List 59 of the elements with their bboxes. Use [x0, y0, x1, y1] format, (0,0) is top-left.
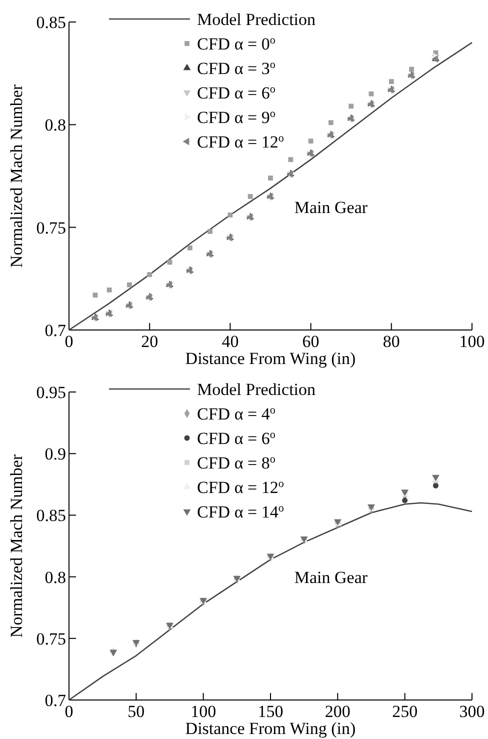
y-tick-label: 0.9 [44, 444, 66, 464]
y-tick-label: 0.7 [44, 321, 66, 340]
point [106, 288, 112, 292]
x-tick-label: 150 [258, 702, 284, 721]
y-tick-label: 0.85 [36, 506, 66, 526]
point [268, 176, 273, 181]
legend-label: Model Prediction [197, 380, 316, 399]
y-tick-label: 0.75 [36, 629, 66, 648]
x-tick-label: 60 [302, 332, 320, 351]
legend-label: Model Prediction [197, 10, 316, 29]
x-tick-label: 50 [128, 702, 145, 721]
x-tick-label: 40 [222, 332, 239, 351]
point [388, 79, 394, 84]
point [402, 498, 408, 504]
legend-label: CFD α = 6$^{o}$ [197, 84, 276, 102]
x-tick-label: 0 [64, 332, 74, 351]
point [208, 228, 212, 234]
point [409, 66, 414, 72]
legend-label: CFD α = 12$^{o}$ [197, 478, 284, 497]
x-tick-label: 20 [141, 332, 158, 351]
legend-label: CFD α = 14$^{o}$ [197, 502, 284, 522]
point [187, 245, 192, 250]
y-axis-title: Normalized Mach Number [7, 454, 26, 638]
y-tick-label: 0.7 [44, 691, 66, 710]
x-axis-title: Distance From Wing (in) [185, 349, 356, 368]
point [368, 91, 374, 96]
annotation: Main Gear [294, 568, 368, 587]
x-tick-label: 200 [324, 702, 350, 721]
x-tick-label: 100 [190, 702, 216, 721]
point [432, 482, 438, 488]
legend-label: CFD α = 4$^{o}$ [197, 404, 276, 424]
y-tick-label: 0.8 [44, 568, 66, 587]
point [92, 292, 98, 298]
annotation: Main Gear [294, 198, 368, 217]
point [288, 157, 294, 162]
point [348, 104, 354, 109]
y-axis-title: Normalized Mach Number [7, 84, 26, 268]
point [328, 120, 334, 126]
y-tick-label: 0.95 [36, 383, 66, 402]
y-tick-label: 0.8 [44, 116, 66, 135]
point [228, 212, 233, 218]
y-tick-label: 0.85 [36, 13, 66, 32]
point [308, 138, 314, 144]
x-tick-label: 300 [459, 702, 485, 721]
point [248, 194, 253, 199]
x-tick-label: 250 [392, 702, 418, 721]
x-tick-label: 0 [64, 702, 74, 721]
x-axis-title: Distance From Wing (in) [185, 719, 356, 738]
legend-label: CFD α = 9$^{o}$ [197, 108, 276, 127]
x-tick-label: 100 [459, 332, 485, 351]
y-tick-label: 0.75 [36, 218, 66, 238]
legend-label: CFD α = 8$^{o}$ [197, 454, 276, 472]
x-tick-label: 80 [382, 332, 400, 351]
point [147, 272, 152, 278]
point [127, 282, 132, 288]
legend-label: CFD α = 6$^{o}$ [197, 429, 276, 448]
legend-label: CFD α = 3$^{o}$ [197, 59, 276, 78]
legend-label: CFD α = 0$^{o}$ [197, 34, 276, 54]
legend-label: CFD α = 12$^{o}$ [197, 132, 284, 152]
